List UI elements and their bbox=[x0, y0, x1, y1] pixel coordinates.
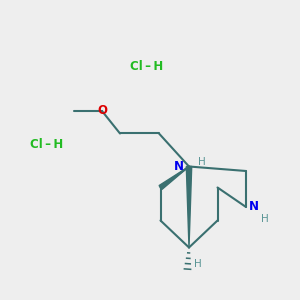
Polygon shape bbox=[159, 167, 189, 189]
Text: H: H bbox=[198, 157, 206, 167]
Text: Cl – H: Cl – H bbox=[130, 59, 164, 73]
Text: O: O bbox=[97, 104, 107, 118]
Polygon shape bbox=[186, 167, 192, 248]
Text: N: N bbox=[248, 200, 258, 214]
Text: Cl – H: Cl – H bbox=[30, 137, 63, 151]
Text: H: H bbox=[261, 214, 269, 224]
Text: H: H bbox=[194, 259, 202, 269]
Text: N: N bbox=[174, 160, 184, 173]
